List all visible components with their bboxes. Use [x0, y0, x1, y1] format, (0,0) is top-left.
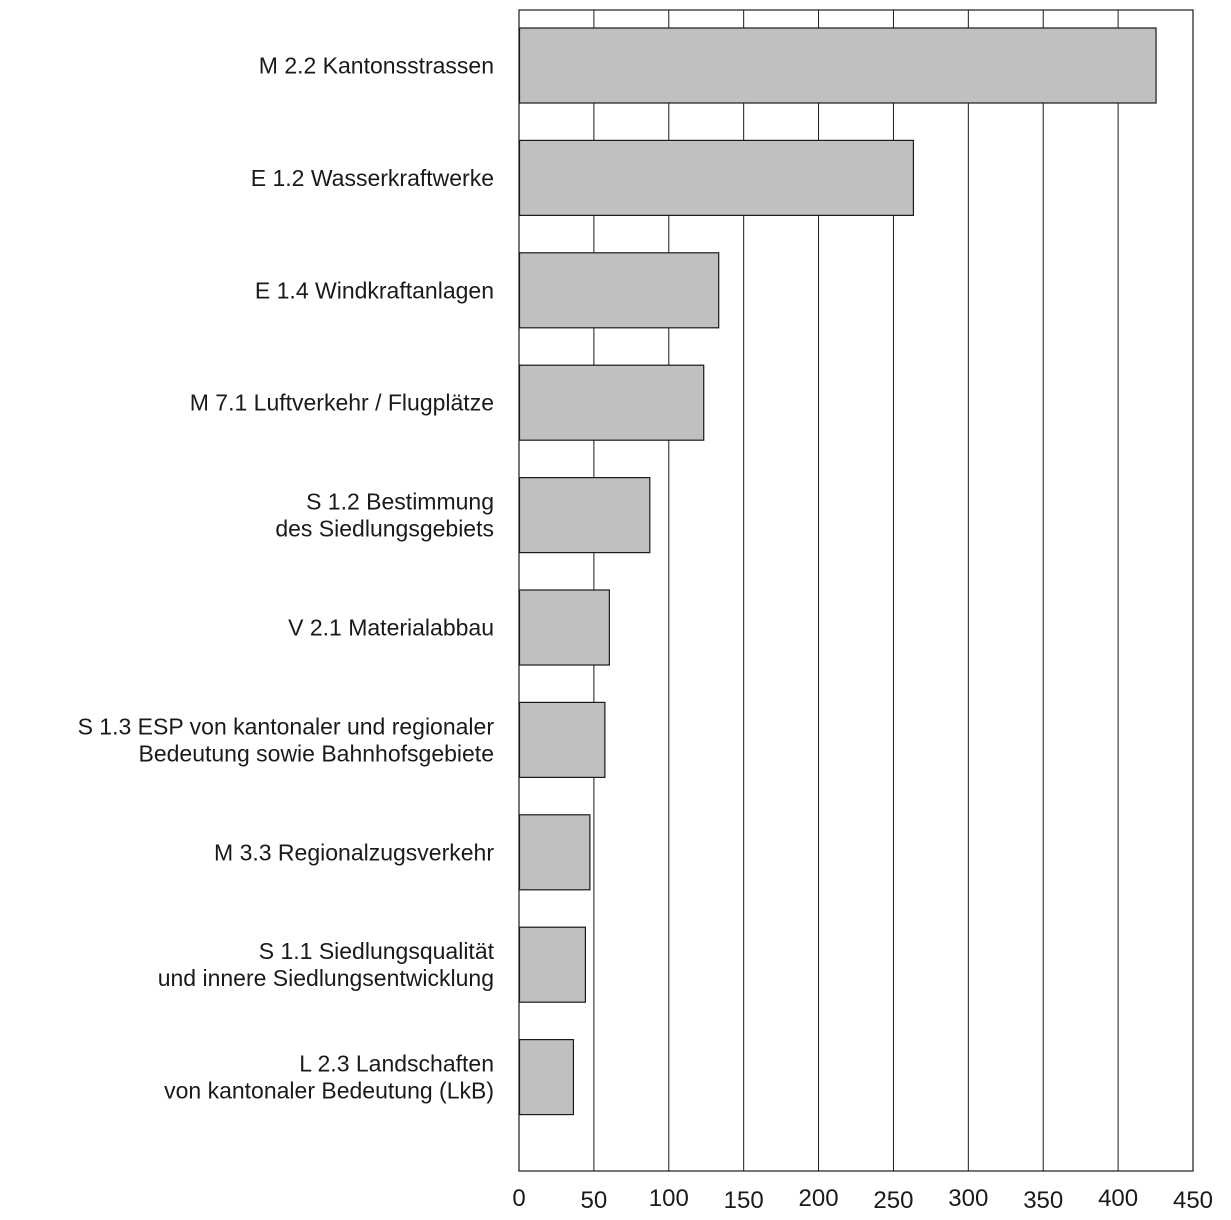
- category-label: S 1.3 ESP von kantonaler und regionaler: [78, 713, 495, 739]
- category-label: S 1.2 Bestimmung: [306, 489, 494, 515]
- category-label: S 1.1 Siedlungsqualität: [259, 938, 495, 964]
- category-label: von kantonaler Bedeutung (LkB): [164, 1078, 494, 1104]
- category-label: V 2.1 Materialabbau: [288, 615, 494, 641]
- x-tick-label: 50: [581, 1187, 608, 1214]
- x-tick-label: 250: [873, 1187, 913, 1214]
- bar: [518, 589, 610, 666]
- x-tick-label: 0: [512, 1185, 525, 1212]
- plot-frame: [518, 9, 1194, 1172]
- bars: [518, 27, 1157, 1116]
- x-tick-label: 300: [948, 1185, 988, 1212]
- category-label: M 3.3 Regionalzugsverkehr: [214, 839, 494, 865]
- x-tick-label: 450: [1173, 1187, 1213, 1214]
- x-tick-label: 150: [724, 1187, 764, 1214]
- category-label: Bedeutung sowie Bahnhofsgebiete: [138, 740, 494, 766]
- bar: [518, 814, 591, 891]
- bar: [518, 477, 651, 554]
- category-label: M 7.1 Luftverkehr / Flugplätze: [190, 390, 494, 416]
- bar: [518, 701, 606, 779]
- x-tick-label: 400: [1098, 1185, 1138, 1212]
- x-tick-label: 350: [1023, 1187, 1063, 1214]
- category-label: M 2.2 Kantonsstrassen: [259, 53, 494, 79]
- bar: [518, 926, 587, 1003]
- category-label: und innere Siedlungsentwicklung: [158, 965, 494, 991]
- category-label: E 1.2 Wasserkraftwerke: [251, 165, 494, 191]
- category-labels: M 2.2 Kantonsstrassen E 1.2 Wasserkraftwe…: [78, 53, 495, 1104]
- bar: [518, 1038, 575, 1116]
- category-label: L 2.3 Landschaften: [299, 1051, 494, 1077]
- bar: [518, 139, 915, 216]
- bar: [518, 364, 705, 441]
- bar: [518, 252, 720, 329]
- x-tick-label: 200: [799, 1185, 839, 1212]
- category-label: des Siedlungsgebiets: [275, 516, 494, 542]
- category-label: E 1.4 Windkraftanlagen: [255, 277, 494, 303]
- x-tick-label: 100: [649, 1185, 689, 1212]
- bar: [518, 27, 1157, 104]
- x-axis-tick-labels: 0 50 100 150 200 250 300 350 400 450: [512, 1185, 1213, 1214]
